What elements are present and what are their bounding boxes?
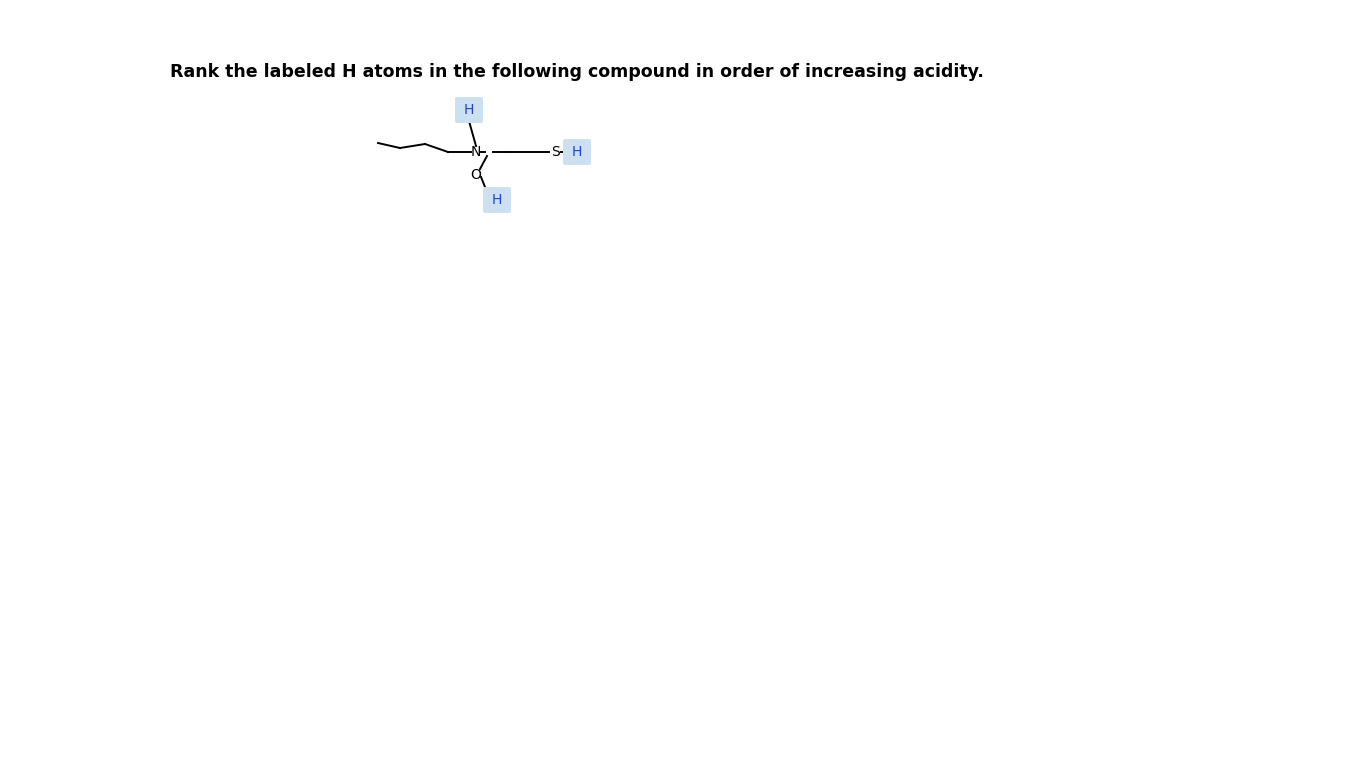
Text: Rank the labeled H atoms in the following compound in order of increasing acidit: Rank the labeled H atoms in the followin… xyxy=(169,63,984,81)
Text: H: H xyxy=(572,145,582,159)
Text: N: N xyxy=(471,145,481,159)
FancyBboxPatch shape xyxy=(563,139,591,165)
FancyBboxPatch shape xyxy=(455,97,484,123)
Text: H: H xyxy=(464,103,474,117)
Text: S: S xyxy=(550,145,559,159)
Text: O: O xyxy=(470,168,481,182)
Text: H: H xyxy=(492,193,503,207)
FancyBboxPatch shape xyxy=(484,187,511,213)
